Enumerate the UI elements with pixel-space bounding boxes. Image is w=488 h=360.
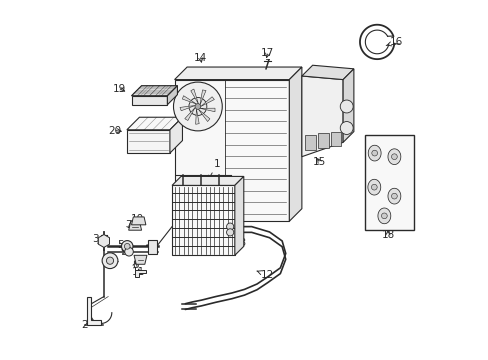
Polygon shape: [289, 67, 301, 221]
Polygon shape: [98, 234, 109, 247]
Polygon shape: [190, 89, 198, 104]
Text: 8: 8: [132, 260, 138, 270]
Polygon shape: [86, 297, 101, 325]
Circle shape: [381, 213, 386, 219]
Text: 13: 13: [234, 238, 247, 248]
Polygon shape: [367, 179, 380, 195]
Circle shape: [340, 122, 352, 134]
Text: 9: 9: [120, 247, 126, 257]
Bar: [364, 135, 413, 230]
Text: 12: 12: [257, 270, 274, 280]
Circle shape: [124, 247, 133, 256]
Circle shape: [195, 104, 201, 109]
Circle shape: [391, 193, 396, 199]
Text: 7: 7: [124, 220, 131, 230]
Text: 16: 16: [386, 37, 403, 47]
Polygon shape: [377, 208, 390, 224]
Polygon shape: [301, 76, 343, 157]
Text: 10: 10: [130, 215, 143, 224]
Polygon shape: [174, 67, 301, 80]
Polygon shape: [131, 217, 145, 225]
Circle shape: [106, 257, 113, 264]
Polygon shape: [198, 109, 209, 122]
Bar: [317, 134, 328, 148]
Polygon shape: [234, 176, 244, 255]
Bar: [305, 135, 316, 149]
Text: 20: 20: [108, 126, 121, 135]
Polygon shape: [200, 90, 205, 105]
Polygon shape: [200, 108, 215, 112]
Polygon shape: [182, 96, 196, 104]
Polygon shape: [126, 130, 169, 153]
Polygon shape: [135, 270, 145, 277]
Polygon shape: [387, 149, 400, 165]
Polygon shape: [172, 176, 244, 185]
Bar: [147, 240, 156, 253]
Text: 14: 14: [194, 53, 207, 63]
Polygon shape: [134, 255, 147, 264]
Polygon shape: [184, 108, 195, 121]
Polygon shape: [174, 80, 289, 221]
Circle shape: [124, 243, 130, 249]
Polygon shape: [131, 86, 177, 96]
Polygon shape: [180, 105, 195, 111]
Polygon shape: [167, 86, 177, 105]
Polygon shape: [131, 96, 167, 105]
Polygon shape: [367, 145, 380, 161]
Polygon shape: [343, 69, 353, 142]
Text: 18: 18: [381, 230, 394, 239]
Text: 6: 6: [146, 240, 156, 250]
Text: 17: 17: [261, 48, 274, 58]
Circle shape: [226, 223, 233, 230]
Text: 19: 19: [112, 84, 125, 94]
Circle shape: [391, 154, 396, 159]
Polygon shape: [387, 188, 400, 204]
Circle shape: [371, 150, 377, 156]
Polygon shape: [301, 65, 353, 80]
Polygon shape: [169, 117, 182, 153]
Text: 3: 3: [92, 234, 102, 244]
Circle shape: [340, 100, 352, 113]
Circle shape: [188, 98, 206, 116]
Polygon shape: [126, 117, 182, 130]
Text: 15: 15: [312, 157, 326, 167]
Circle shape: [226, 229, 233, 236]
Bar: [172, 185, 234, 255]
Text: 11: 11: [132, 267, 145, 277]
Text: 1: 1: [208, 159, 221, 180]
Polygon shape: [201, 97, 214, 107]
Text: 5: 5: [117, 240, 124, 250]
Circle shape: [173, 82, 222, 131]
Circle shape: [371, 184, 376, 190]
Circle shape: [102, 253, 118, 269]
Polygon shape: [195, 109, 199, 124]
Bar: [330, 132, 341, 146]
Polygon shape: [128, 221, 142, 230]
Text: 2: 2: [81, 318, 92, 330]
Circle shape: [121, 240, 133, 252]
Text: 4: 4: [103, 258, 113, 268]
